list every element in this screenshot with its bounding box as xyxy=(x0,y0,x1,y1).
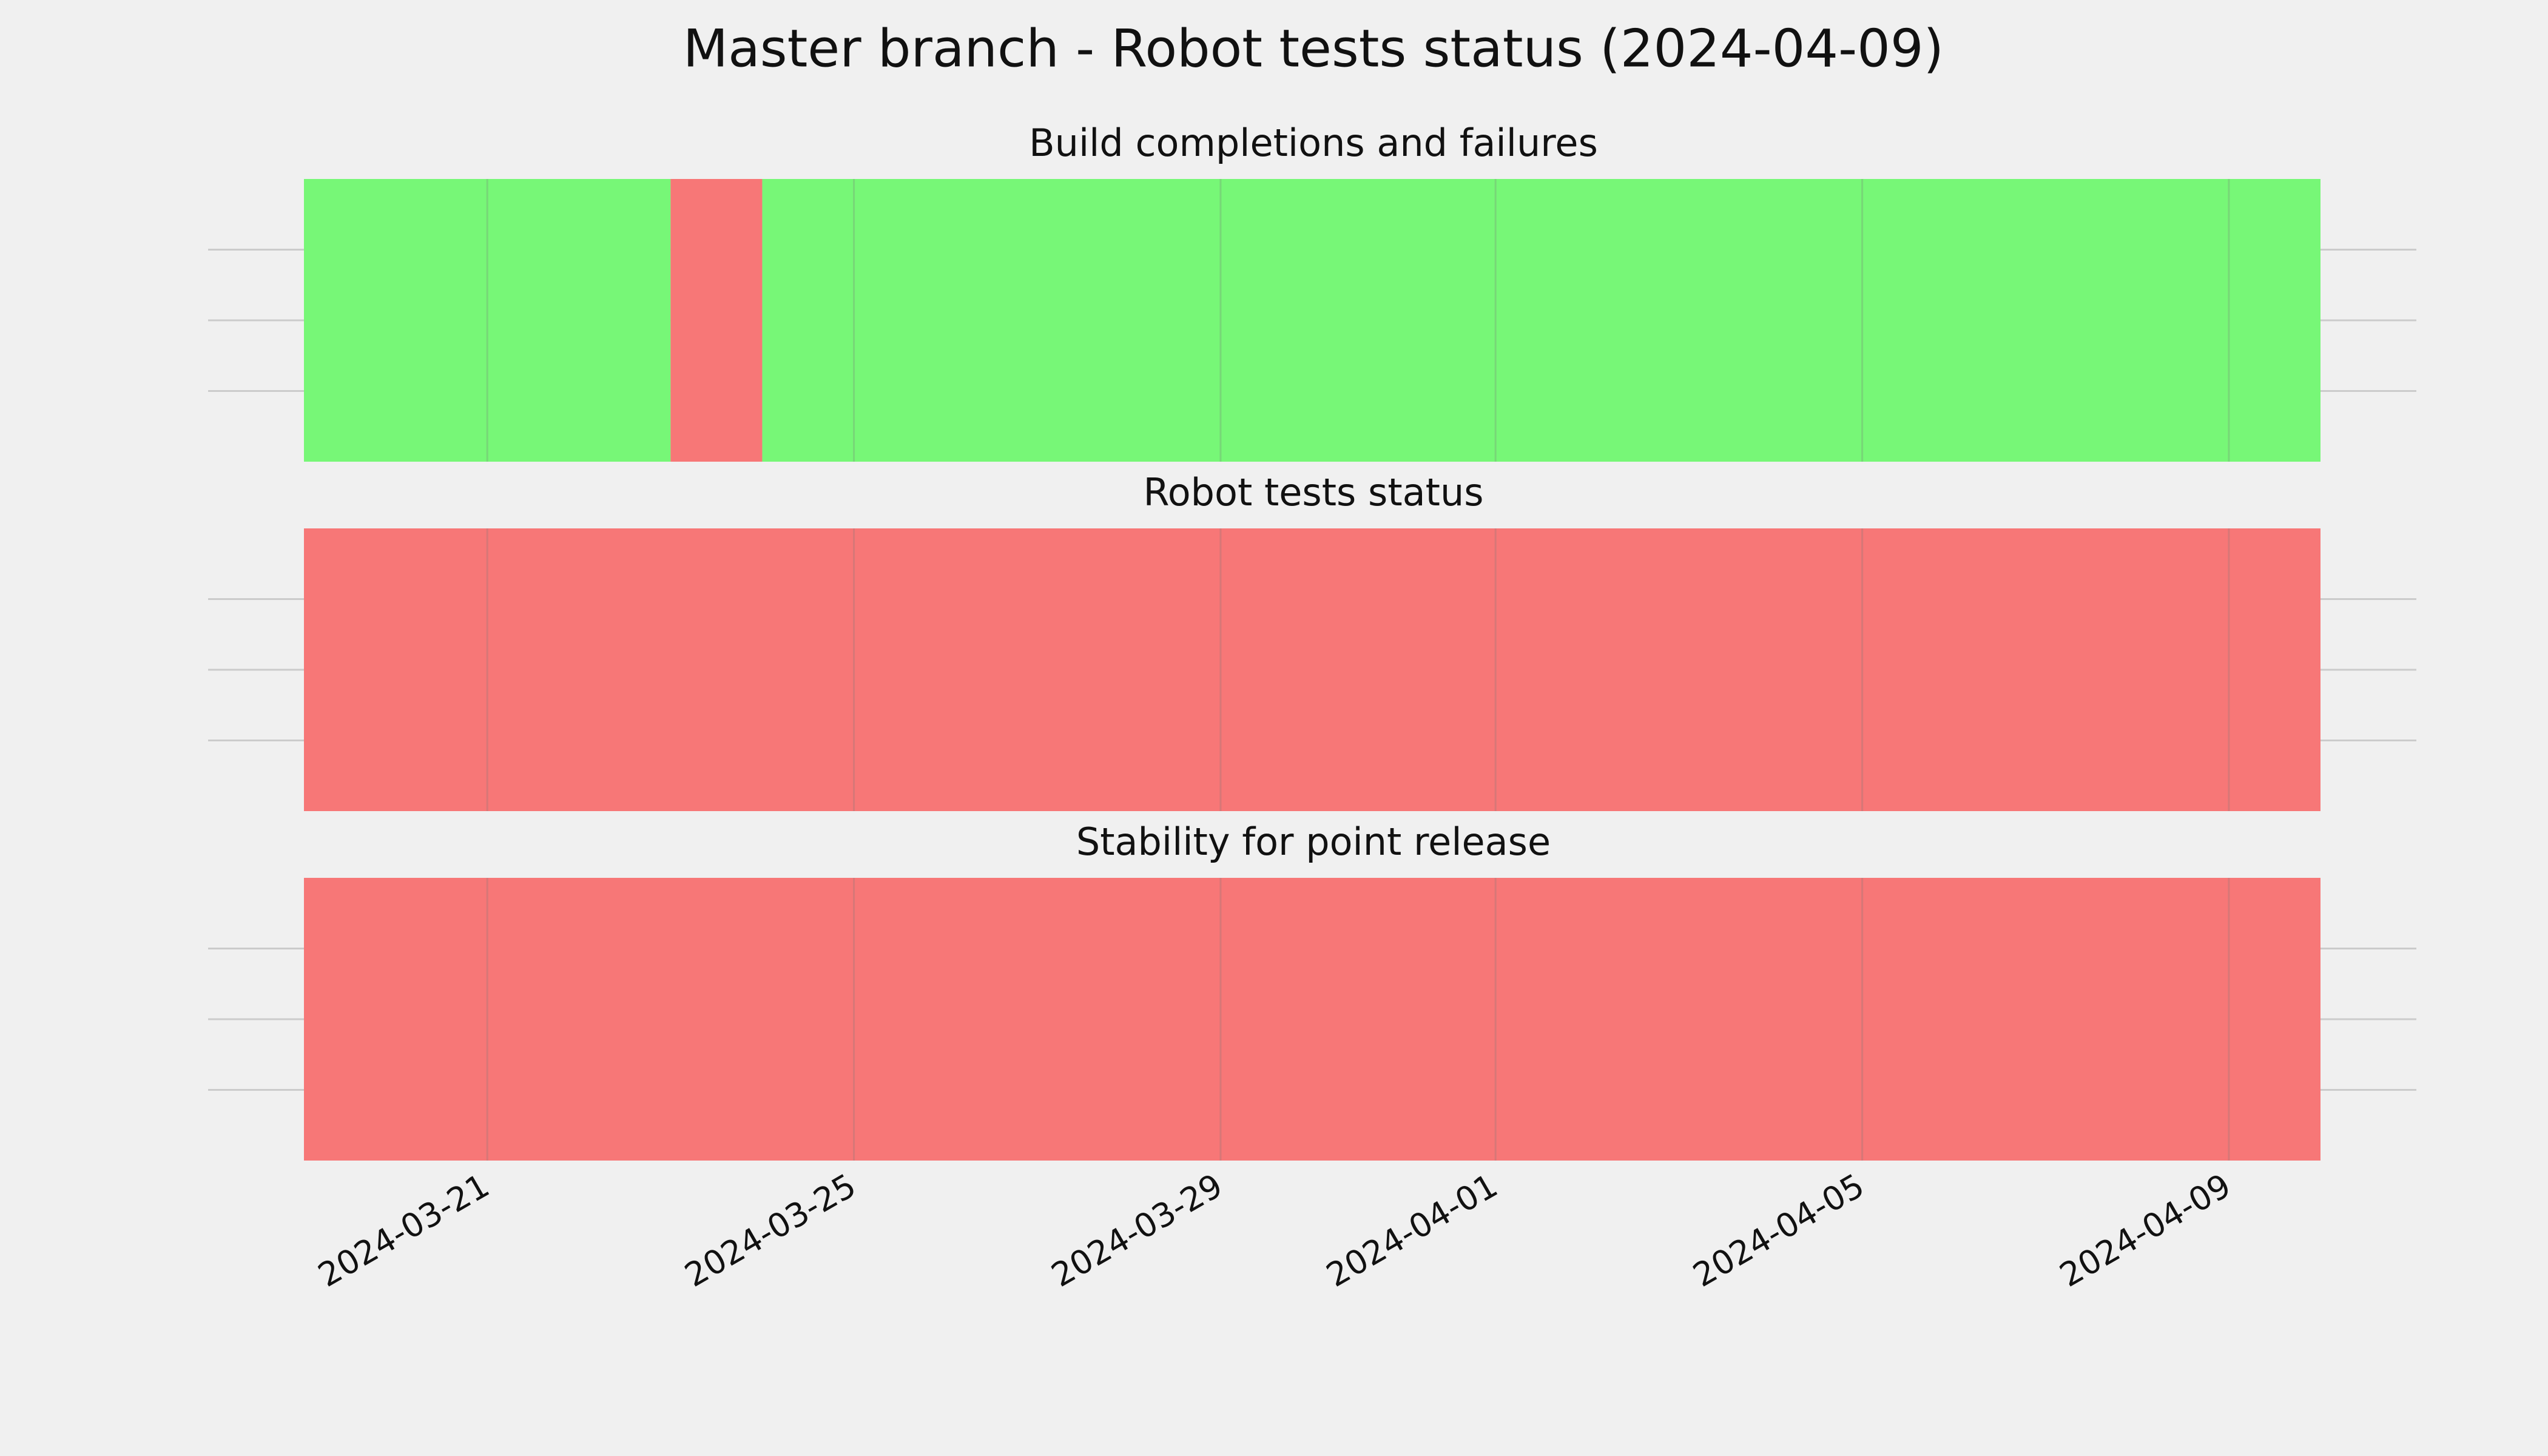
status-bar xyxy=(762,179,2320,462)
status-bar xyxy=(304,878,2320,1161)
panel-title: Build completions and failures xyxy=(1029,121,1598,165)
panel-title: Stability for point release xyxy=(1076,820,1551,864)
panel-title: Robot tests status xyxy=(1143,470,1483,514)
status-bar xyxy=(304,528,2320,811)
chart-title: Master branch - Robot tests status (2024… xyxy=(683,18,1944,79)
status-bar xyxy=(304,179,671,462)
status-bar xyxy=(670,179,763,462)
